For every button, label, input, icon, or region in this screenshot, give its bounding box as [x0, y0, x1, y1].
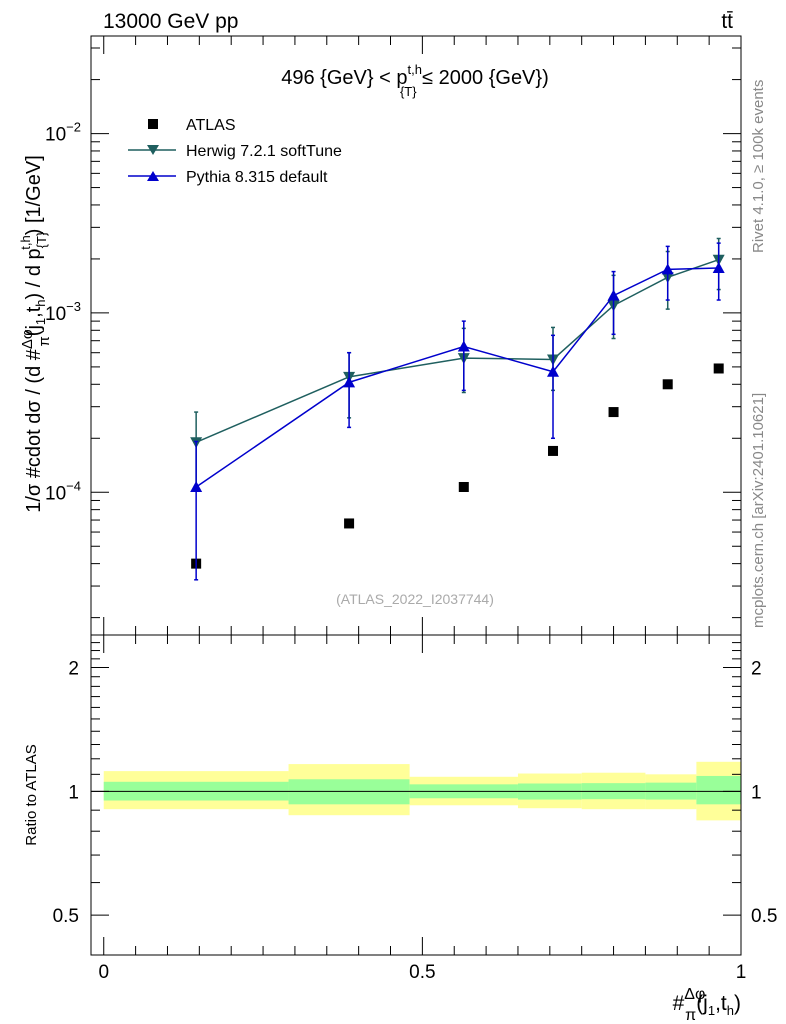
legend-marker-pythia	[147, 171, 159, 181]
ratio-y-axis-label: Ratio to ATLAS	[23, 744, 40, 845]
data-point-atlas	[548, 445, 559, 456]
x-tick-label: 1	[736, 962, 747, 983]
series-line-1	[195, 259, 719, 443]
main-y-tick-label: 10−4	[45, 478, 81, 504]
main-y-ticks: 10−410−310−2	[45, 47, 741, 619]
data-point-pythia	[661, 263, 674, 275]
legend-entry-atlas: ATLAS	[148, 117, 236, 134]
data-point-atlas	[608, 407, 619, 418]
ratio-panel: 0 0.5 1 0.5 0.5 1 1 2 2 Ratio to ATLAS #Δφ π(j1,t…	[23, 634, 777, 1024]
legend-label-pythia: Pythia 8.315 default	[186, 169, 328, 186]
x-tick-label: 0.5	[409, 962, 435, 983]
data-point-pythia	[343, 376, 356, 388]
legend-marker-atlas	[148, 119, 158, 129]
tick-base: 10	[45, 125, 66, 146]
data-point-pythia	[190, 480, 203, 492]
legend-entry-herwig: Herwig 7.2.1 softTune	[128, 143, 342, 160]
energy-label: 13000 GeV pp	[103, 10, 238, 33]
analysis-watermark: (ATLAS_2022_I2037744)	[336, 591, 494, 607]
data-point-pythia	[607, 289, 620, 301]
series-line-2	[195, 267, 719, 488]
data-point-atlas	[344, 518, 355, 529]
main-y-tick-label: 10−3	[45, 299, 81, 325]
ratio-y-tick-label-right: 2	[751, 659, 762, 680]
data-point-atlas	[458, 481, 469, 492]
data-point-pythia	[712, 262, 725, 274]
legend: ATLAS Herwig 7.2.1 softTune Pythia 8.315…	[128, 117, 342, 186]
tick-exponent: −4	[66, 478, 81, 493]
main-x-ticks	[103, 36, 742, 635]
tick-exponent: −3	[66, 299, 81, 314]
legend-label-atlas: ATLAS	[186, 117, 236, 134]
data-point-atlas	[662, 379, 673, 390]
ratio-y-tick-label-left: 2	[68, 659, 79, 680]
data-point-atlas	[713, 363, 724, 374]
process-label: tt̄	[721, 10, 733, 33]
mcplots-label: mcplots.cern.ch [arXiv:2401.10621]	[750, 393, 767, 628]
main-series-layer	[190, 237, 725, 581]
data-point-pythia	[457, 340, 470, 352]
tick-base: 10	[45, 304, 66, 325]
ratio-y-tick-label-left: 1	[68, 782, 79, 803]
legend-label-herwig: Herwig 7.2.1 softTune	[186, 143, 342, 160]
ratio-y-tick-label-right: 1	[751, 782, 762, 803]
x-axis-label: #Δφ π(j1,th)	[673, 986, 741, 1024]
tick-base: 10	[45, 483, 66, 504]
ratio-frame	[90, 634, 742, 956]
main-panel: 10−410−310−2 496 {GeV} < pt,h {T} ≤ 2000 …	[18, 35, 742, 636]
main-y-tick-label: 10−2	[45, 120, 81, 146]
ratio-ticks: 0 0.5 1 0.5 0.5 1 1 2 2	[53, 634, 777, 983]
data-point-pythia	[547, 365, 560, 377]
legend-entry-pythia: Pythia 8.315 default	[128, 169, 328, 186]
ratio-stat-band	[696, 775, 741, 805]
x-tick-label: 0	[98, 962, 109, 983]
ratio-y-tick-label-right: 0.5	[751, 906, 777, 927]
tick-exponent: −2	[66, 120, 81, 135]
ratio-y-tick-label-left: 0.5	[53, 906, 79, 927]
legend-marker-herwig	[147, 145, 159, 155]
chart-title: 496 {GeV} < pt,h {T} ≤ 2000 {GeV})	[281, 62, 549, 99]
main-y-axis-label: 1/σ #cdot dσ / (d #Δφπ(j1,th) / d p{T}t,…	[18, 155, 53, 513]
rivet-version-label: Rivet 4.1.0, ≥ 100k events	[750, 80, 767, 253]
